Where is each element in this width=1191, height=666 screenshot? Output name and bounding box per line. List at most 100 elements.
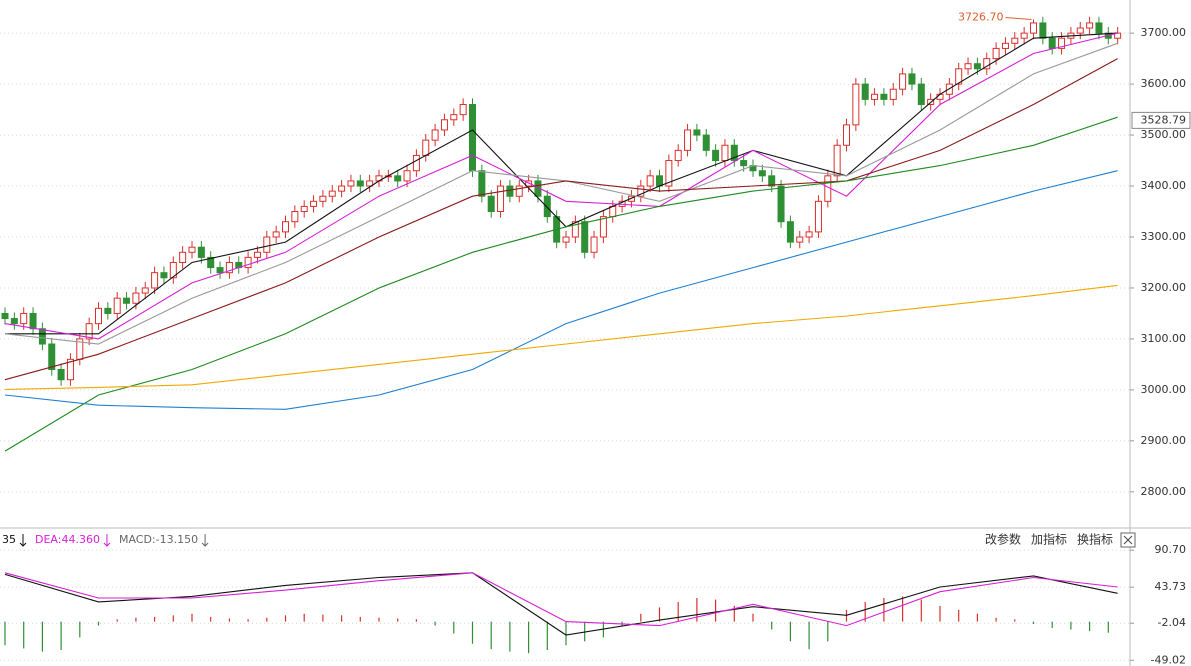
candle-body xyxy=(674,149,682,162)
candle-body xyxy=(702,134,710,151)
candle-body xyxy=(917,83,925,105)
candle-body xyxy=(1030,22,1037,34)
candle-body xyxy=(487,195,495,213)
candle-body xyxy=(478,170,486,197)
candle-body xyxy=(253,251,261,258)
candle-body xyxy=(197,246,205,258)
candle-body xyxy=(151,272,159,289)
line xyxy=(4,32,1118,340)
line xyxy=(4,170,1118,410)
candle-body xyxy=(1058,37,1066,49)
toolbar-button[interactable]: 改参数 xyxy=(985,532,1021,547)
line xyxy=(5,32,1118,335)
candle-body xyxy=(1086,22,1094,29)
candle-body xyxy=(95,307,102,325)
candle-body xyxy=(1011,37,1019,44)
candle-body xyxy=(964,63,972,70)
candle-body xyxy=(861,83,869,100)
candle-body xyxy=(356,180,364,187)
candle-body xyxy=(609,205,617,218)
y-tick-label: 90.70 xyxy=(1155,543,1187,556)
y-tick-label: 3600.00 xyxy=(1141,77,1187,90)
y-tick-label: 2900.00 xyxy=(1141,434,1187,447)
indicator-value: 35 xyxy=(2,533,16,546)
indicator-value: MACD:-13.150 xyxy=(119,533,198,546)
line xyxy=(4,58,1118,381)
line xyxy=(4,572,1118,627)
candle-body xyxy=(721,144,729,162)
candle-body xyxy=(38,328,46,345)
candle-body xyxy=(637,185,645,197)
arrow-icon xyxy=(19,534,27,547)
candle-body xyxy=(646,175,654,187)
candle-body xyxy=(225,261,233,274)
candle-body xyxy=(469,103,476,172)
candle-body xyxy=(684,129,692,151)
candle-body xyxy=(693,129,701,136)
candle-body xyxy=(852,83,860,126)
y-tick-label: 3000.00 xyxy=(1141,383,1187,396)
toolbar-button[interactable]: 换指标 xyxy=(1077,532,1113,547)
candle-body xyxy=(366,180,374,187)
y-tick-label: 3300.00 xyxy=(1141,230,1187,243)
arrow-icon xyxy=(201,534,209,547)
candle-body xyxy=(581,221,589,253)
y-tick-label: 43.73 xyxy=(1155,580,1187,593)
high-marker xyxy=(1005,17,1032,21)
candle-body xyxy=(833,144,841,177)
candle-body xyxy=(805,231,813,238)
y-tick-label: 3100.00 xyxy=(1141,332,1187,345)
candle-body xyxy=(786,221,794,243)
indicator-value: DEA:44.360 xyxy=(35,533,100,546)
candle-body xyxy=(310,200,318,207)
candle-body xyxy=(908,73,916,85)
arrow-icon xyxy=(103,534,111,547)
candle-body xyxy=(104,307,112,314)
candle-body xyxy=(796,236,804,243)
candle-body xyxy=(216,267,224,274)
candle-body xyxy=(599,216,607,238)
last-value-box xyxy=(1131,111,1191,129)
candle-body xyxy=(983,58,991,70)
candle-body xyxy=(871,93,879,100)
y-tick-label: 3400.00 xyxy=(1141,179,1187,192)
candle-body xyxy=(814,200,822,233)
y-tick-label: 3200.00 xyxy=(1141,281,1187,294)
candle-body xyxy=(300,205,308,213)
candle-body xyxy=(169,261,177,279)
candle-body xyxy=(263,236,271,253)
candle-body xyxy=(412,154,420,172)
candle-body xyxy=(656,175,663,187)
candle-body xyxy=(272,231,280,238)
candle-body xyxy=(880,93,888,100)
candle-body xyxy=(1001,42,1009,49)
candle-body xyxy=(113,297,121,314)
candle-body xyxy=(665,160,673,187)
candle-body xyxy=(338,185,346,192)
candle-body xyxy=(543,195,551,218)
candle-body xyxy=(1114,32,1122,39)
candle-body xyxy=(497,185,505,213)
candle-body xyxy=(1,312,9,320)
candle-body xyxy=(1020,32,1028,39)
candle-body xyxy=(1048,37,1056,49)
toolbar-button[interactable]: 加指标 xyxy=(1031,532,1067,547)
close-icon xyxy=(1123,535,1133,545)
candle-body xyxy=(431,129,439,141)
candle-body xyxy=(571,221,579,238)
candle-body xyxy=(590,236,598,253)
candle-body xyxy=(328,190,336,197)
candle-body xyxy=(282,221,289,233)
candle-body xyxy=(141,287,149,294)
candle-body xyxy=(992,47,1000,60)
y-tick-label: 3700.00 xyxy=(1141,26,1187,39)
candle-body xyxy=(1039,22,1047,39)
candle-body xyxy=(29,312,37,330)
candle-body xyxy=(506,185,514,197)
candle-body xyxy=(899,73,907,90)
candle-body xyxy=(768,175,776,187)
candle-body xyxy=(132,292,140,304)
candle-body xyxy=(188,246,196,253)
candle-body xyxy=(1095,22,1103,34)
